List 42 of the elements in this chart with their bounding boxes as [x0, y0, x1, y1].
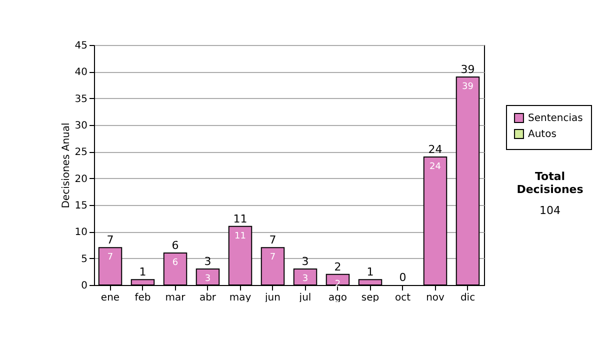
x-tick-label: dic	[460, 292, 476, 304]
legend-label: Sentencias	[528, 113, 583, 124]
x-tick-label: ene	[100, 292, 120, 304]
legend-label: Autos	[528, 129, 556, 140]
y-tick-label: 20	[74, 174, 88, 185]
y-tick-label: 15	[74, 200, 88, 212]
y-tick-label: 30	[74, 120, 88, 132]
y-tick-label: 5	[81, 254, 88, 265]
data-label: 11	[234, 231, 246, 242]
total-label: 1	[366, 266, 374, 279]
y-tick-label: 45	[74, 40, 88, 52]
total-label: 24	[428, 143, 442, 156]
text: 104	[538, 204, 562, 217]
text: Total Decisiones	[516, 170, 584, 196]
total-label: 3	[204, 255, 212, 268]
y-tick-label: 25	[74, 147, 88, 158]
y-tick-label: 0	[81, 280, 88, 292]
total-label: 3	[302, 255, 309, 268]
total-label: 6	[172, 239, 179, 252]
total-label: 11	[233, 212, 248, 226]
x-tick-label: feb	[134, 292, 151, 304]
y-axis-title: Decisiones Anual	[60, 122, 72, 208]
total-label: 0	[399, 271, 406, 284]
total-label: 7	[106, 234, 114, 247]
data-label: 7	[107, 252, 114, 263]
y-tick-label: 35	[74, 94, 88, 105]
data-label: 6	[172, 258, 178, 268]
data-label: 39	[462, 82, 474, 92]
y-tick-label: 40	[74, 67, 88, 78]
data-label: 3	[204, 274, 211, 284]
x-tick-label: abr	[199, 292, 217, 304]
data-label: 24	[430, 162, 442, 172]
total-label: 7	[269, 234, 276, 247]
data-label: 3	[302, 274, 308, 284]
total-label: 2	[334, 260, 342, 274]
data-label: 7	[270, 252, 276, 263]
y-tick-label: 10	[74, 227, 88, 238]
total-label: 1	[139, 266, 146, 279]
x-tick-label: oct	[394, 292, 411, 304]
x-tick-label: nov	[426, 292, 445, 304]
x-tick-label: mar	[165, 292, 186, 304]
total-label: 39	[460, 63, 475, 76]
